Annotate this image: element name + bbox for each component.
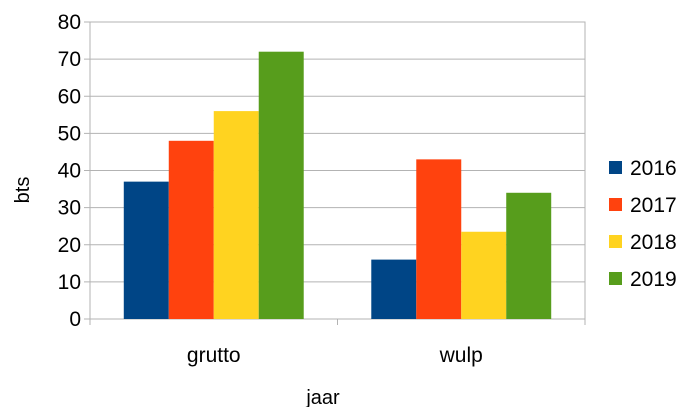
legend-swatch-2019	[609, 272, 622, 285]
bar-grutto-2018	[213, 111, 259, 319]
legend-label: 2016	[630, 157, 677, 180]
legend-label: 2017	[630, 194, 677, 217]
legend-label: 2018	[630, 231, 677, 254]
y-tick-label: 60	[58, 85, 81, 108]
y-tick-label: 70	[58, 48, 81, 71]
x-tick-labels: grutto wulp	[187, 344, 483, 367]
bar-grutto-2017	[168, 140, 214, 319]
y-tick-label: 20	[58, 234, 81, 257]
y-axis-title: bts	[12, 177, 34, 204]
bar-grutto-2016	[123, 181, 169, 319]
legend: 2016 2017 2018 2019	[609, 157, 677, 291]
legend-label: 2019	[630, 268, 677, 291]
legend-swatch-2016	[609, 161, 622, 174]
y-tick-label: 50	[58, 122, 81, 145]
legend-swatch-2018	[609, 235, 622, 248]
x-axis-title: jaar	[305, 387, 340, 407]
bar-wulp-2019	[506, 192, 552, 319]
legend-swatch-2017	[609, 198, 622, 211]
bar-grutto-2019	[258, 51, 304, 319]
bar-wulp-2018	[461, 231, 507, 319]
x-tick-label: grutto	[187, 344, 241, 367]
x-tick-label: wulp	[439, 344, 483, 367]
y-tick-label: 40	[58, 160, 81, 183]
y-tick-label: 10	[58, 271, 81, 294]
bar-wulp-2017	[416, 159, 462, 319]
bars	[123, 51, 552, 319]
bar-wulp-2016	[371, 259, 417, 319]
y-tick-label: 80	[58, 11, 81, 34]
y-tick-labels: 0 10 20 30 40 50 60 70 80	[58, 11, 81, 331]
y-tick-label: 0	[69, 308, 81, 331]
y-tick-label: 30	[58, 197, 81, 220]
